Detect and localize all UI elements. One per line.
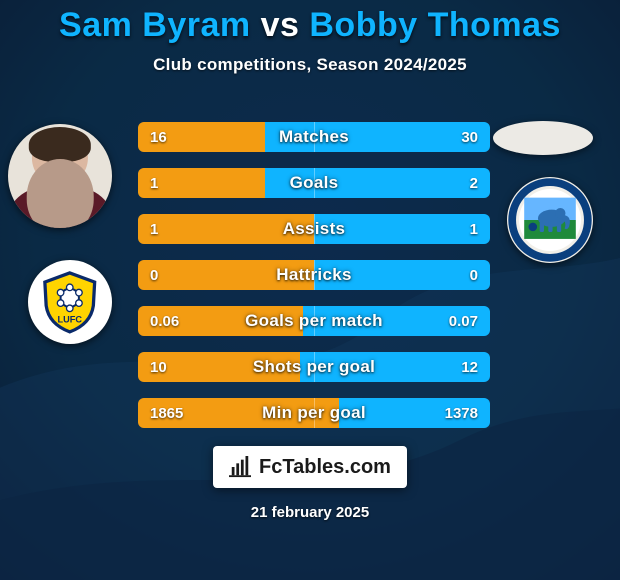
svg-text:LUFC: LUFC — [58, 315, 83, 325]
stat-label: Matches — [138, 122, 490, 152]
stat-label: Shots per goal — [138, 352, 490, 382]
stat-value-right: 12 — [461, 352, 478, 382]
stat-row: Min per goal1865 1378 — [138, 398, 490, 428]
stat-value-left: 1865 — [150, 398, 183, 428]
stat-label: Goals per match — [138, 306, 490, 336]
stat-value-left: 10 — [150, 352, 167, 382]
stat-row: Goals per match0.06 0.07 — [138, 306, 490, 336]
brand-text: FcTables.com — [259, 456, 391, 479]
player-1-club-badge: LUFC — [28, 260, 112, 344]
page-title: Sam Byram vs Bobby Thomas — [0, 6, 620, 45]
stat-value-right: 0 — [470, 260, 478, 290]
stat-row: Matches16 30 — [138, 122, 490, 152]
stats-panel: Matches1630Goals12Assists11Hattricks00Go… — [138, 122, 490, 444]
stat-row: Shots per goal10 12 — [138, 352, 490, 382]
stat-row: Goals1 2 — [138, 168, 490, 198]
content: Sam Byram vs Bobby Thomas Club competiti… — [0, 0, 620, 580]
title-player-2: Bobby Thomas — [309, 6, 561, 44]
stat-value-right: 2 — [470, 168, 478, 198]
footer-date: 21 february 2025 — [0, 504, 620, 521]
stat-row: Assists1 1 — [138, 214, 490, 244]
brand-mark-icon — [229, 456, 251, 478]
stat-value-right: 30 — [461, 122, 478, 152]
title-player-1: Sam Byram — [59, 6, 251, 44]
stat-value-left: 1 — [150, 168, 158, 198]
stat-value-right: 0.07 — [449, 306, 478, 336]
stat-label: Assists — [138, 214, 490, 244]
stat-value-left: 1 — [150, 214, 158, 244]
player-2-club-badge — [507, 177, 593, 263]
stat-label: Min per goal — [138, 398, 490, 428]
stat-value-left: 0.06 — [150, 306, 179, 336]
stat-value-left: 0 — [150, 260, 158, 290]
stat-row: Hattricks0 0 — [138, 260, 490, 290]
title-vs: vs — [261, 6, 300, 44]
stat-value-left: 16 — [150, 122, 167, 152]
player-2-avatar — [493, 121, 593, 155]
player-1-avatar — [8, 124, 112, 228]
stat-value-right: 1 — [470, 214, 478, 244]
stat-value-right: 1378 — [445, 398, 478, 428]
stat-label: Goals — [138, 168, 490, 198]
page-subtitle: Club competitions, Season 2024/2025 — [0, 55, 620, 75]
brand-box: FcTables.com — [213, 446, 407, 488]
stat-label: Hattricks — [138, 260, 490, 290]
